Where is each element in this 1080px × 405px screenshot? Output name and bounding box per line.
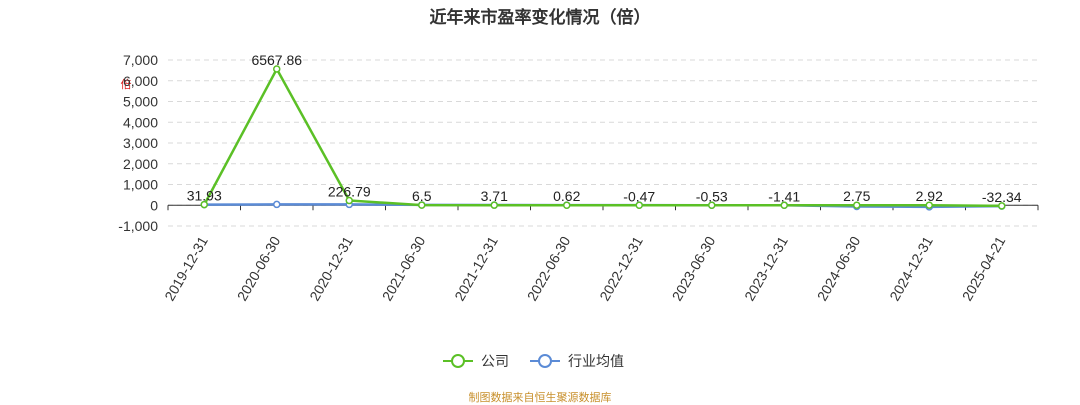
company-data-point[interactable] bbox=[200, 200, 208, 209]
company-data-label: -1.41 bbox=[768, 188, 800, 204]
legend-item-industry-average[interactable]: 行业均值 bbox=[530, 354, 624, 370]
company-data-point[interactable] bbox=[635, 201, 643, 210]
x-tick-label: 2021-12-31 bbox=[451, 233, 501, 303]
y-tick-label: 7,000 bbox=[123, 52, 158, 68]
company-data-label: -0.47 bbox=[623, 188, 655, 204]
y-tick-label: 5,000 bbox=[123, 94, 158, 110]
x-tick-label: 2024-12-31 bbox=[886, 233, 936, 303]
x-tick-label: 2019-12-31 bbox=[161, 233, 211, 303]
company-data-label: 2.92 bbox=[916, 188, 943, 204]
data-source-note: 制图数据来自恒生聚源数据库 bbox=[469, 390, 612, 404]
y-tick-label: 3,000 bbox=[123, 135, 158, 151]
company-data-point[interactable] bbox=[998, 202, 1006, 210]
company-series-line bbox=[203, 67, 1002, 208]
legend-item-company[interactable]: 公司 bbox=[443, 354, 509, 370]
x-tick-label: 2022-12-31 bbox=[596, 233, 646, 303]
y-tick-label: 2,000 bbox=[123, 156, 158, 172]
series-lines bbox=[203, 67, 1002, 209]
x-tick-label: 2022-06-30 bbox=[524, 233, 574, 303]
chart-title: 近年来市盈率变化情况（倍） bbox=[430, 7, 651, 28]
x-tick-label: 2023-06-30 bbox=[669, 233, 719, 303]
company-data-label: 6567.86 bbox=[251, 52, 302, 68]
x-tick-label: 2023-12-31 bbox=[741, 233, 791, 303]
x-axis: 2019-12-31 2020-06-30 2020-12-31 2021-06-30… bbox=[161, 204, 1039, 304]
y-tick-label: 4,000 bbox=[123, 114, 158, 130]
company-data-label: 3.71 bbox=[481, 188, 508, 204]
company-data-label: -0.53 bbox=[696, 188, 728, 204]
legend-industry-marker bbox=[538, 354, 552, 368]
y-axis-ticks: 7,000 6,000 5,000 4,000 3,000 2,000 1,000 0 -1,0… bbox=[118, 52, 158, 234]
legend-company-label: 公司 bbox=[481, 354, 509, 370]
company-data-label: 6.5 bbox=[412, 188, 432, 204]
company-data-point[interactable] bbox=[563, 201, 571, 209]
company-data-point[interactable] bbox=[708, 201, 716, 210]
x-tick-label: 2025-04-21 bbox=[959, 233, 1009, 303]
data-labels: 31.93 6567.86 226.79 6.5 3.71 0.62 -0.47 -0.53 -… bbox=[187, 52, 1022, 205]
y-tick-label: 0 bbox=[150, 197, 158, 213]
x-tick-label: 2024-06-30 bbox=[814, 233, 864, 303]
company-data-point[interactable] bbox=[853, 201, 861, 209]
company-data-point[interactable] bbox=[345, 196, 353, 205]
company-data-label: 226.79 bbox=[328, 184, 371, 200]
y-tick-label: 1,000 bbox=[123, 177, 158, 193]
company-data-point[interactable] bbox=[418, 201, 426, 209]
x-tick-label: 2021-06-30 bbox=[379, 233, 429, 303]
y-tick-label: 6,000 bbox=[123, 73, 158, 89]
company-data-label: 0.62 bbox=[553, 188, 580, 204]
y-tick-label: -1,000 bbox=[118, 218, 158, 234]
legend: 公司 行业均值 bbox=[443, 354, 624, 370]
legend-company-marker bbox=[451, 354, 465, 368]
company-data-point[interactable] bbox=[273, 65, 281, 73]
company-data-point[interactable] bbox=[780, 201, 788, 210]
y-axis-unit-label: 倍 bbox=[121, 77, 132, 91]
company-data-label: 31.93 bbox=[187, 188, 222, 204]
company-data-point[interactable] bbox=[925, 201, 933, 209]
company-data-label: -32.34 bbox=[982, 189, 1022, 205]
company-data-label: 2.75 bbox=[843, 188, 870, 204]
gridlines bbox=[168, 59, 1038, 227]
company-data-point[interactable] bbox=[490, 201, 498, 209]
x-tick-label: 2020-12-31 bbox=[306, 233, 356, 303]
legend-industry-label: 行业均值 bbox=[568, 354, 624, 370]
industry-average-data-point[interactable] bbox=[273, 200, 281, 209]
series-points bbox=[200, 65, 1006, 211]
x-tick-label: 2020-06-30 bbox=[234, 233, 284, 303]
